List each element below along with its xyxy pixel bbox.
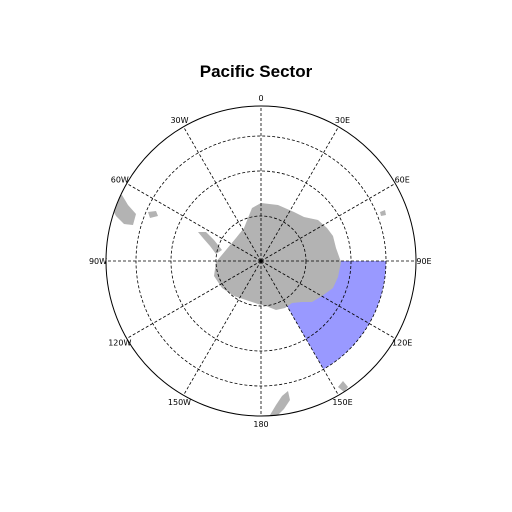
south-america-tip [110,195,136,225]
map-title: Pacific Sector [199,62,313,81]
antarctic-peninsula [198,232,222,254]
longitude-label: 120E [392,339,412,348]
longitude-label: 30W [170,116,188,125]
meridian-line [183,260,262,396]
subantarctic-islands [380,210,386,216]
meridian-line [260,260,339,396]
longitude-label: 150E [332,398,352,407]
longitude-label: 90W [89,257,107,266]
longitude-label: 0 [258,94,263,103]
longitude-label: 30E [335,116,350,125]
new-zealand-north [338,381,348,392]
meridian-line [126,260,262,339]
longitude-label: 150W [168,398,191,407]
falkland-islands [148,211,158,218]
longitude-label: 120W [108,339,131,348]
new-zealand-south [270,391,290,416]
meridian-line [260,126,339,262]
longitude-labels: 0 30E 60E 90E 120E 150E 180 150W 120W 90W 60W 30W [89,94,432,429]
meridian-line [260,260,396,339]
longitude-label: 180 [253,420,268,429]
longitude-label: 60W [111,176,129,185]
land-masses [110,195,386,416]
map-boundary-circle [105,105,417,417]
longitude-label: 90E [416,257,431,266]
meridian-line [260,183,396,262]
longitude-label: 60E [395,176,410,185]
antarctica-landmass [214,203,341,310]
meridian-line [126,183,262,262]
graticule [106,106,416,416]
meridian-line [183,126,262,262]
